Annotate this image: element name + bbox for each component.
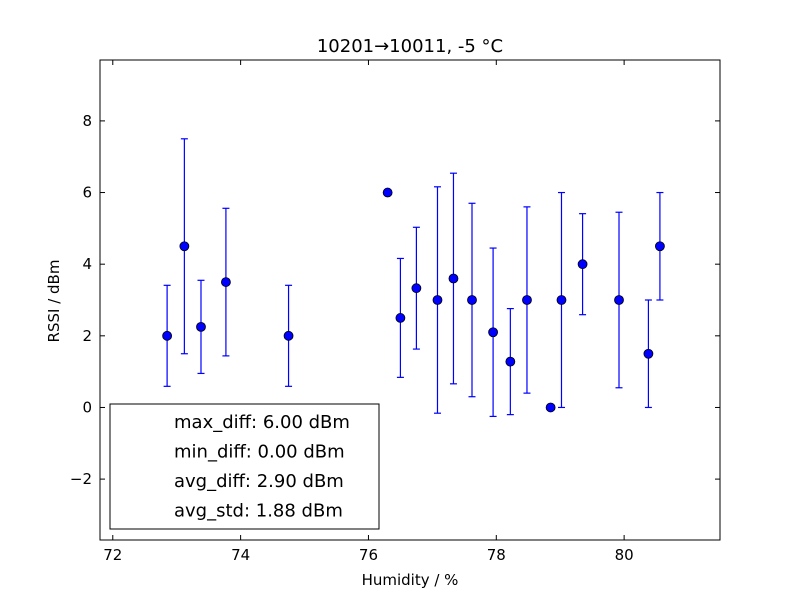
data-point [488, 327, 498, 338]
y-tick-label: 6 [82, 184, 92, 202]
x-tick-label: 80 [615, 546, 634, 564]
data-point [395, 313, 406, 323]
data-point [505, 356, 516, 367]
x-tick-label: 72 [103, 546, 122, 564]
data-point [545, 402, 556, 413]
stats-legend: max_diff: 6.00 dBm min_diff: 0.00 dBm avg_… [109, 403, 380, 530]
plot-area: 72 74 76 78 80 −2 0 2 4 6 8 [70, 59, 721, 564]
data-point [614, 295, 624, 305]
data-point [432, 295, 443, 305]
data-point [643, 348, 654, 359]
data-point [655, 241, 665, 252]
data-point [467, 295, 477, 305]
data-point [411, 283, 422, 294]
data-point [556, 295, 567, 305]
y-tick-label: 0 [82, 398, 92, 416]
legend-entry: min_diff: 0.00 dBm [174, 442, 345, 463]
plot-frame [99, 59, 721, 541]
y-tick-label: 4 [82, 255, 92, 273]
x-tick-label: 76 [359, 546, 378, 564]
x-tick-label: 74 [231, 546, 250, 564]
data-point [522, 295, 532, 305]
data-point [221, 277, 231, 287]
data-point [448, 273, 459, 284]
data-point [283, 330, 294, 341]
y-tick-label: −2 [70, 470, 92, 488]
data-point [577, 259, 588, 270]
data-point [179, 241, 190, 252]
chart-title: 10201→10011, -5 °C [317, 36, 503, 57]
y-axis-label: RSSI / dBm [45, 260, 63, 343]
x-tick-label: 78 [487, 546, 506, 564]
data-point [162, 330, 173, 341]
x-axis-label: Humidity / % [362, 571, 459, 589]
legend-entry: max_diff: 6.00 dBm [174, 412, 350, 433]
data-point [196, 321, 206, 332]
legend-entry: avg_diff: 2.90 dBm [174, 471, 344, 492]
legend-entry: avg_std: 1.88 dBm [174, 501, 343, 522]
y-tick-label: 2 [82, 327, 92, 345]
y-tick-label: 8 [82, 112, 92, 130]
legend-box [109, 403, 380, 530]
data-point [382, 187, 393, 198]
